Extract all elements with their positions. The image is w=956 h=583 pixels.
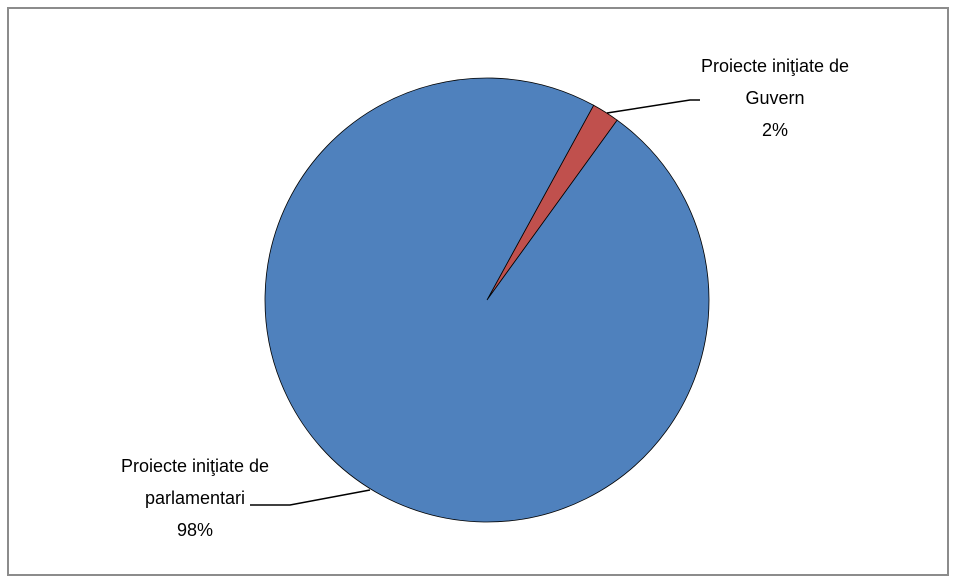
slice-value-label: 2% [761, 120, 788, 140]
leader-line [606, 99, 700, 114]
leader-line [250, 489, 371, 506]
slice-label: Proiecte iniţiate de Guvern [700, 56, 850, 108]
slice-value-label: 98% [176, 520, 214, 540]
pie-slice [264, 77, 710, 523]
slice-label: Proiecte iniţiate de parlamentari [120, 456, 270, 508]
